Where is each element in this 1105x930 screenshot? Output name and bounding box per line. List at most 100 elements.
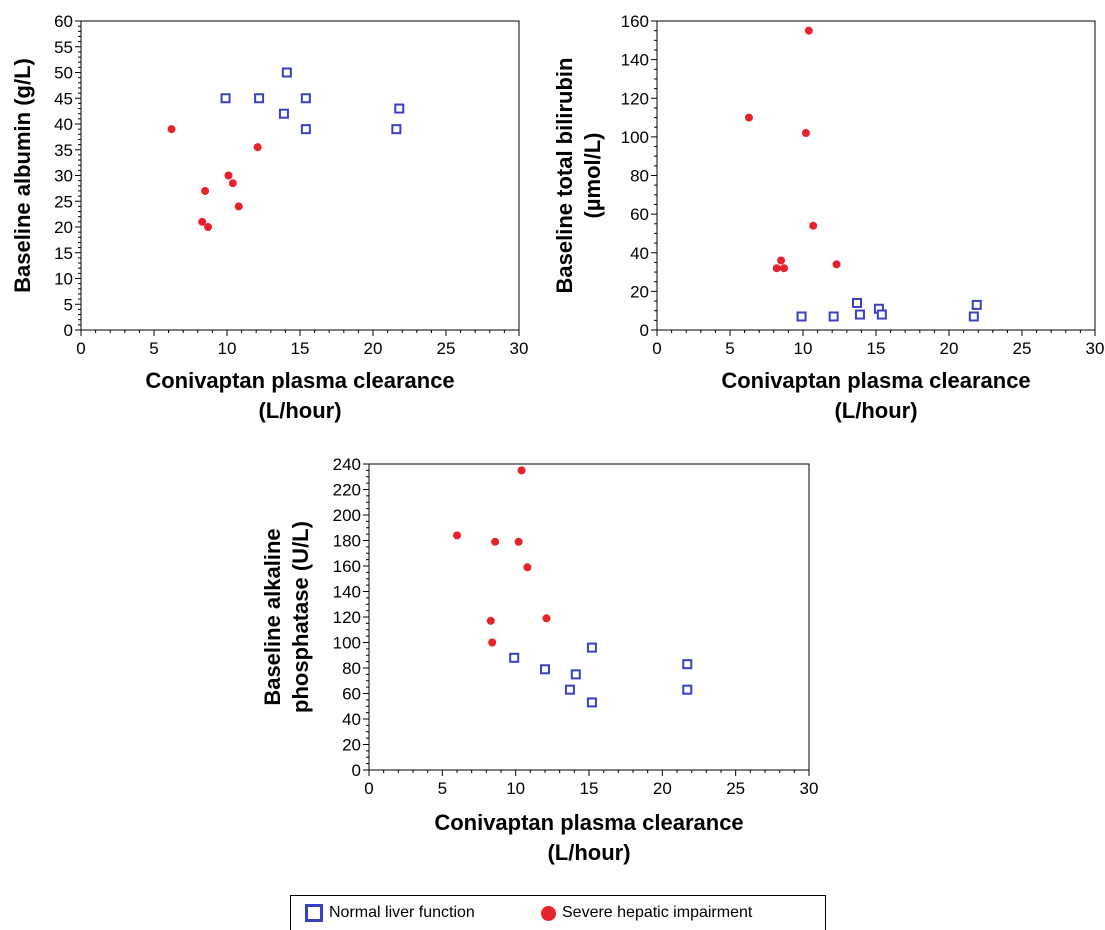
y-tick-label: 100 [621, 128, 649, 147]
point-normal [509, 652, 520, 663]
x-tick-label: 20 [940, 339, 959, 358]
point-severe [514, 537, 523, 546]
point-normal [586, 642, 597, 653]
legend-square-marker [305, 904, 323, 922]
point-normal [394, 103, 405, 114]
point-normal [586, 697, 597, 708]
x-tick-label: 10 [506, 779, 525, 798]
y-axis-label: phosphatase (U/L) [288, 521, 313, 713]
x-tick-label: 0 [76, 339, 85, 358]
x-tick-label: 5 [438, 779, 447, 798]
plot-frame [656, 20, 1096, 331]
x-tick-label: 5 [725, 339, 734, 358]
y-tick-label: 80 [342, 659, 361, 678]
y-tick-label: 120 [333, 608, 361, 627]
y-tick-label: 45 [54, 89, 73, 108]
chart-2: 0 5 10 15 20 25 30 0 20 40 60 80 100 120 140 160 Conivap… [552, 12, 1104, 423]
point-normal [564, 684, 575, 695]
chart-3: 0 5 10 15 20 25 30 0 20 40 60 80 100 120 140 160 180 200 2… [260, 455, 818, 865]
point-severe [542, 614, 551, 623]
y-tick-label: 0 [64, 321, 73, 340]
x-tick-label: 20 [364, 339, 383, 358]
y-tick-label: 100 [333, 634, 361, 653]
point-normal [300, 93, 311, 104]
x-tick-label: 30 [1086, 339, 1105, 358]
point-normal [682, 684, 693, 695]
x-axis-label: (L/hour) [547, 840, 630, 865]
point-severe [167, 125, 176, 134]
x-tick-label: 10 [218, 339, 237, 358]
legend-label-severe: Severe hepatic impairment [562, 904, 753, 921]
plot-frame [368, 463, 810, 771]
point-normal [570, 669, 581, 680]
point-severe [201, 186, 210, 195]
y-axis-label: Baseline albumin (g/L) [10, 58, 35, 293]
plot-frame [80, 20, 520, 331]
y-axis-label: (µmol/L) [580, 133, 605, 219]
point-severe [517, 466, 526, 475]
point-normal [828, 311, 839, 322]
point-severe [832, 260, 841, 269]
point-severe [253, 143, 262, 152]
y-tick-label: 10 [54, 270, 73, 289]
y-tick-label: 60 [630, 205, 649, 224]
point-severe [809, 221, 818, 230]
y-tick-label: 20 [630, 282, 649, 301]
y-tick-label: 55 [54, 38, 73, 57]
point-normal [852, 297, 863, 308]
y-tick-label: 220 [333, 481, 361, 500]
y-tick-label: 35 [54, 141, 73, 160]
x-axis-label: (L/hour) [258, 398, 341, 423]
x-axis-label: (L/hour) [834, 398, 917, 423]
point-severe [523, 563, 532, 572]
x-tick-label: 0 [364, 779, 373, 798]
y-tick-label: 160 [333, 557, 361, 576]
point-severe [744, 113, 753, 122]
y-tick-label: 0 [640, 321, 649, 340]
x-axis-label: Conivaptan plasma clearance [145, 368, 454, 393]
y-tick-label: 40 [630, 244, 649, 263]
y-tick-label: 40 [54, 115, 73, 134]
chart-figure: 0 5 10 15 20 25 30051015202530354045505560Coni… [10, 12, 1104, 865]
chart-1: 0 5 10 15 20 25 30 0 5 10 15 20 25 30 35 40 45 50 55 60 Coni… [10, 12, 528, 423]
x-tick-label: 15 [867, 339, 886, 358]
point-normal [281, 67, 292, 78]
y-tick-label: 30 [54, 167, 73, 186]
y-tick-label: 40 [342, 710, 361, 729]
x-tick-label: 30 [510, 339, 529, 358]
point-normal [796, 311, 807, 322]
y-tick-label: 80 [630, 167, 649, 186]
point-severe [453, 531, 461, 540]
point-severe [801, 129, 810, 138]
point-normal [220, 93, 231, 104]
x-tick-label: 25 [1013, 339, 1032, 358]
x-tick-label: 5 [149, 339, 158, 358]
x-tick-label: 15 [580, 779, 599, 798]
point-severe [772, 264, 781, 273]
point-severe [780, 264, 789, 273]
y-tick-label: 180 [333, 532, 361, 551]
point-normal [391, 124, 402, 135]
legend-dot-marker [541, 905, 556, 921]
point-severe [488, 638, 497, 647]
y-axis-label: Baseline alkaline [260, 528, 285, 705]
x-tick-label: 10 [794, 339, 813, 358]
y-tick-label: 140 [333, 583, 361, 602]
point-severe [486, 616, 495, 625]
y-tick-label: 20 [54, 218, 73, 237]
y-tick-label: 140 [621, 51, 649, 70]
point-normal [278, 108, 289, 119]
y-tick-label: 160 [621, 12, 649, 31]
legend-item-severe: Severe hepatic impairment [541, 904, 752, 922]
legend-item-normal: Normal liver function [305, 904, 475, 922]
point-severe [204, 223, 213, 231]
point-normal [300, 124, 311, 135]
legend: Normal liver function Severe hepatic imp… [290, 895, 826, 930]
point-normal [854, 309, 865, 320]
y-axis-label: Baseline total bilirubin [552, 58, 577, 294]
x-axis-label: Conivaptan plasma clearance [434, 810, 743, 835]
y-tick-label: 120 [621, 89, 649, 108]
point-severe [234, 202, 243, 211]
y-tick-label: 200 [333, 506, 361, 525]
y-tick-label: 60 [54, 12, 73, 31]
